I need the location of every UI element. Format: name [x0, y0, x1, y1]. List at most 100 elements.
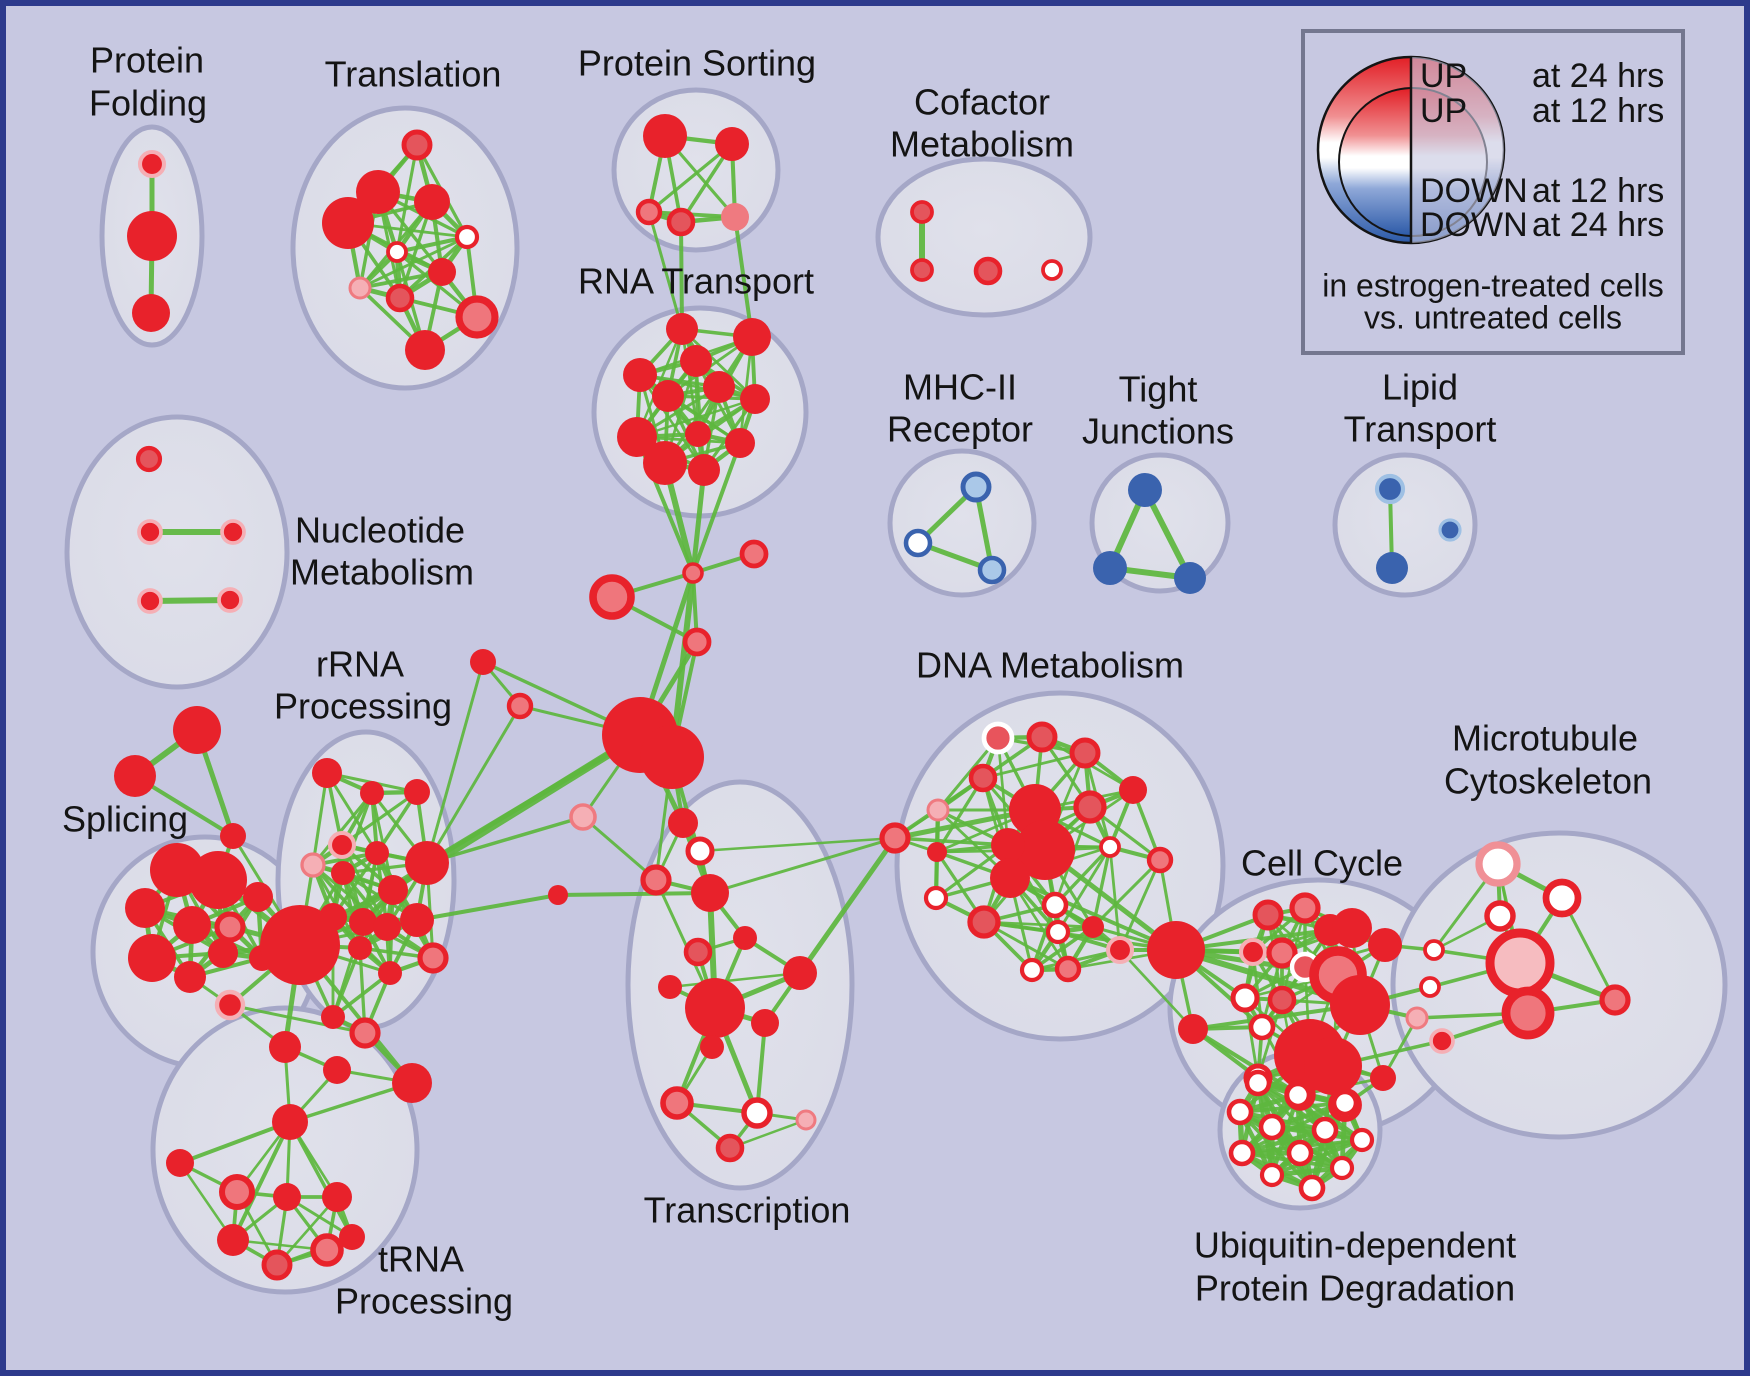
network-node-tc-8 — [685, 978, 745, 1038]
network-node-co-3 — [1041, 259, 1063, 281]
network-node-tr-6 — [428, 258, 456, 286]
network-node-rr-18 — [260, 905, 340, 985]
network-node-dm-8 — [1015, 820, 1075, 880]
network-node-ub-11 — [1298, 1174, 1326, 1202]
cluster-label-tn: tRNA — [378, 1239, 464, 1280]
network-node-cn-10 — [879, 822, 911, 854]
network-node-ps-0 — [643, 114, 687, 158]
network-node-rt-7 — [617, 417, 657, 457]
network-node-li-0 — [1374, 473, 1406, 505]
network-node-tn-3 — [392, 1063, 432, 1103]
network-node-tc-4 — [733, 926, 757, 950]
network-node-tri-0 — [173, 706, 221, 754]
network-node-ub-6 — [1349, 1127, 1375, 1153]
network-edge — [340, 790, 419, 847]
network-edge — [708, 836, 897, 895]
network-node-mt-1 — [1542, 878, 1582, 918]
network-node-ub-0 — [1244, 1069, 1272, 1097]
network-node-dm-4 — [926, 798, 950, 822]
legend-box — [1301, 29, 1685, 355]
network-node-tc-10 — [700, 1035, 724, 1059]
network-edge — [147, 597, 233, 604]
network-node-tri-2 — [220, 823, 246, 849]
cluster-label-pf: Protein — [90, 40, 204, 81]
network-node-mt-0 — [1475, 841, 1521, 887]
network-edge — [679, 220, 684, 331]
network-node-ub-9 — [1329, 1155, 1355, 1181]
network-node-pf-1 — [127, 211, 177, 261]
cluster-label-co: Metabolism — [890, 124, 1074, 165]
network-node-cc-9 — [1330, 975, 1390, 1035]
network-node-tn-6 — [219, 1174, 255, 1210]
cluster-label-pf: Folding — [89, 83, 207, 124]
cluster-label-rt: RNA Transport — [578, 261, 814, 302]
cluster-label-rr: rRNA — [316, 644, 404, 685]
cluster-label-mt: Cytoskeleton — [1444, 761, 1652, 802]
network-node-mt-7 — [1419, 976, 1441, 998]
network-node-ub-3 — [1226, 1098, 1254, 1126]
network-node-cc-0 — [1252, 899, 1284, 931]
network-node-dm-10 — [990, 858, 1030, 898]
network-edge — [1118, 948, 1195, 1031]
network-node-mt-2 — [1484, 900, 1516, 932]
network-node-cc-4 — [1368, 928, 1402, 962]
network-node-ub-10 — [1259, 1162, 1285, 1188]
network-edge — [647, 142, 734, 214]
network-node-tr-10 — [405, 330, 445, 370]
network-edge — [1239, 1127, 1328, 1156]
cluster-label-rr: Processing — [274, 686, 452, 727]
network-node-ub-7 — [1228, 1139, 1256, 1167]
network-node-cc-5 — [1238, 937, 1268, 967]
network-node-rr-16 — [349, 1017, 381, 1049]
network-node-tr-5 — [386, 241, 408, 263]
network-node-sp-7 — [174, 961, 206, 993]
cluster-label-mt: Microtubule — [1452, 718, 1638, 759]
network-node-tn-9 — [217, 1224, 249, 1256]
network-edge — [893, 836, 1010, 847]
network-node-tr-0 — [401, 129, 433, 161]
network-node-nm-1 — [137, 519, 163, 545]
network-node-tn-5 — [166, 1149, 194, 1177]
network-node-rr-11 — [373, 913, 401, 941]
cluster-ellipse-mh — [887, 448, 1037, 598]
network-edge — [1056, 845, 1112, 934]
network-node-tc-12 — [741, 1097, 773, 1129]
network-node-rt-4 — [703, 371, 735, 403]
network-node-dm-11 — [927, 842, 947, 862]
network-node-dm-0 — [981, 721, 1015, 755]
network-node-tn-12 — [339, 1224, 365, 1250]
network-node-mt-9 — [1429, 1028, 1455, 1054]
cluster-label-tr: Translation — [325, 54, 502, 95]
network-node-dm-5 — [1073, 790, 1107, 824]
legend-direction-2: DOWN — [1420, 172, 1528, 210]
network-node-tr-1 — [356, 170, 400, 214]
network-node-tc-2 — [640, 864, 672, 896]
network-node-tr-8 — [385, 283, 415, 313]
network-node-tc-9 — [751, 1009, 779, 1037]
legend-direction-1: UP — [1420, 92, 1467, 130]
network-node-tn-11 — [261, 1249, 293, 1281]
network-node-sp-3 — [173, 906, 211, 944]
network-edge — [691, 441, 742, 575]
network-node-mt-3 — [1485, 928, 1555, 998]
network-node-rt-8 — [685, 421, 711, 447]
network-node-tc-3 — [691, 874, 729, 912]
legend-time-3: at 24 hrs — [1532, 206, 1664, 244]
network-node-ub-2 — [1331, 1089, 1359, 1117]
network-node-rr-7 — [378, 875, 408, 905]
network-node-rr-0 — [312, 758, 342, 788]
network-node-rr-14 — [417, 942, 449, 974]
network-node-tn-10 — [310, 1233, 344, 1267]
network-edge — [982, 920, 1178, 952]
network-edge — [668, 971, 802, 989]
network-edge — [635, 397, 757, 439]
network-node-rt-1 — [733, 318, 771, 356]
network-node-cc-18 — [1370, 1065, 1396, 1091]
network-node-cc-14 — [1304, 1037, 1362, 1095]
cluster-label-cc: Cell Cycle — [1241, 843, 1403, 884]
network-node-tri-1 — [114, 755, 156, 797]
network-node-ub-4 — [1258, 1113, 1286, 1141]
network-node-tr-7 — [348, 276, 372, 300]
network-edge — [698, 836, 897, 853]
